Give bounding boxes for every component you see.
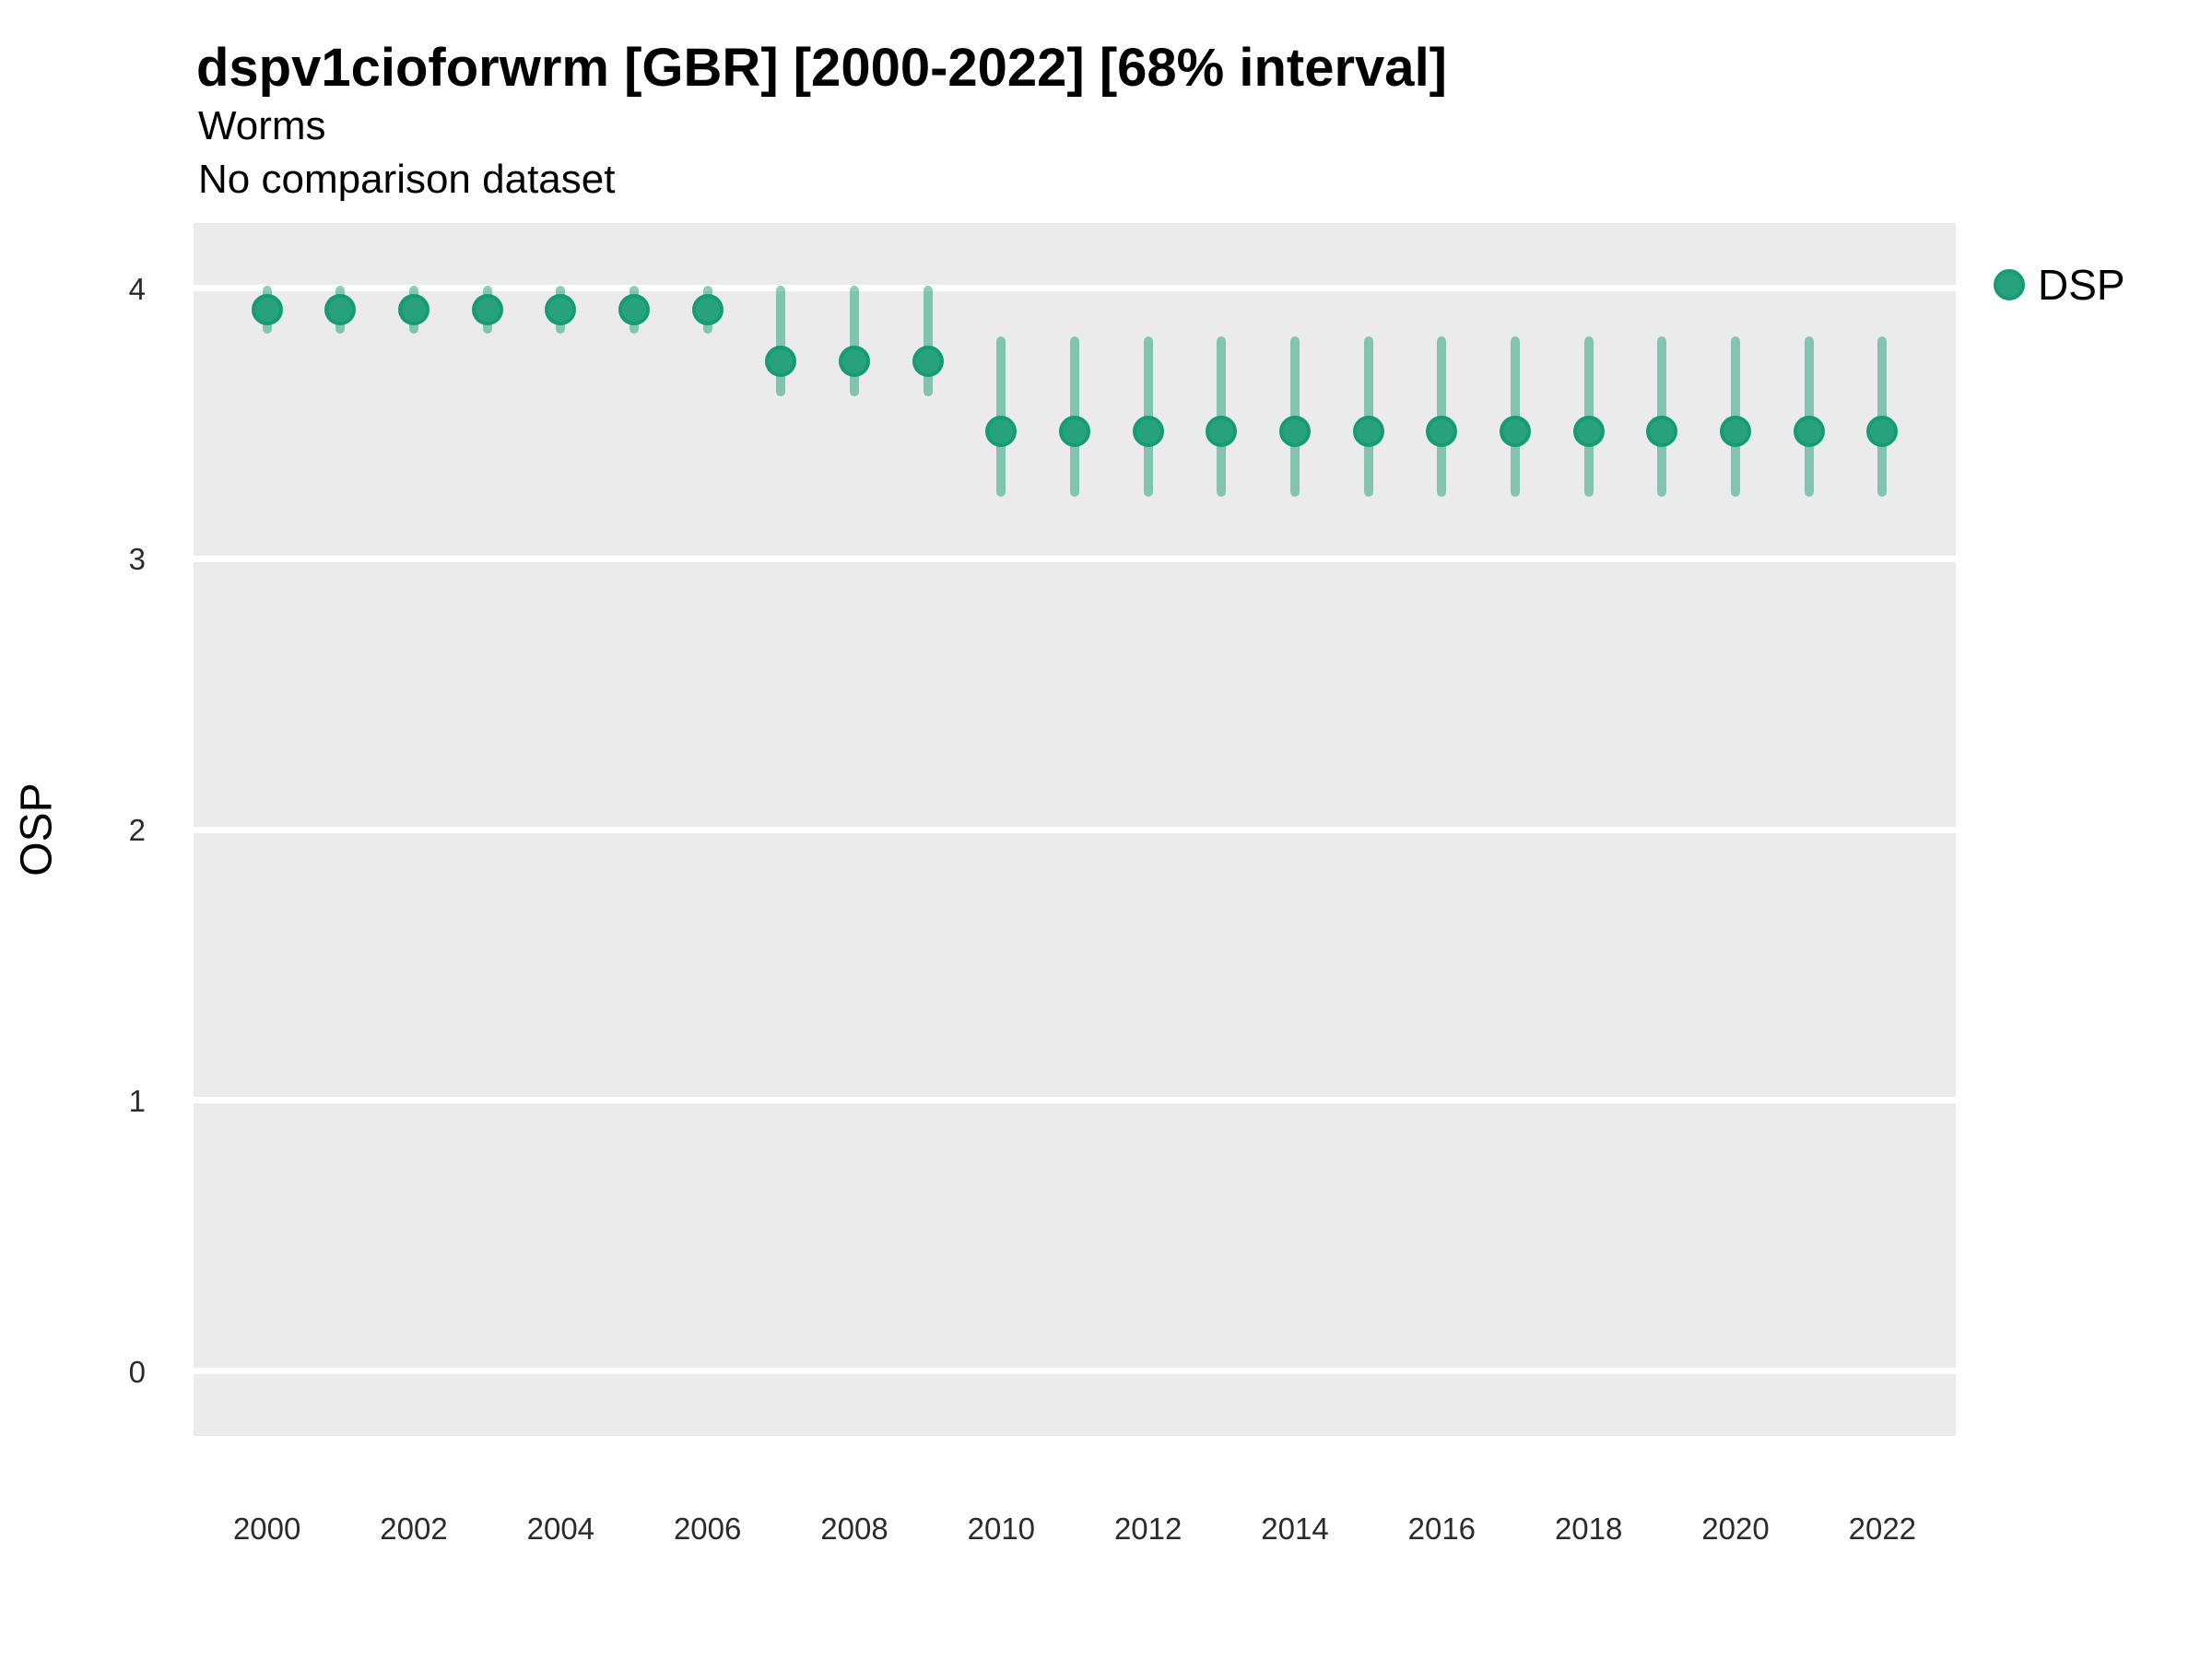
data-point-2022 [1866, 416, 1899, 448]
x-tick-label-2000: 2000 [232, 1512, 301, 1546]
y-tick-label-3: 3 [128, 542, 146, 577]
data-point-2014 [1279, 416, 1311, 448]
x-tick-label-2004: 2004 [526, 1512, 595, 1546]
y-tick-label-4: 4 [128, 271, 146, 306]
data-point-2011 [1059, 416, 1090, 448]
interval-bar-2009 [923, 285, 933, 396]
plot-panel [194, 223, 1956, 1436]
data-point-2018 [1572, 416, 1605, 448]
x-tick-label-2002: 2002 [380, 1512, 448, 1546]
data-point-2001 [324, 294, 357, 325]
gridline-y-2 [194, 826, 1956, 833]
data-point-2005 [618, 294, 650, 325]
gridline-y-1 [194, 1097, 1956, 1104]
x-tick-label-2022: 2022 [1848, 1512, 1917, 1546]
x-tick-label-2008: 2008 [820, 1512, 888, 1546]
data-point-2016 [1426, 416, 1458, 448]
data-point-2004 [545, 294, 577, 325]
legend-point-icon [1994, 269, 2025, 300]
data-point-2017 [1500, 416, 1531, 448]
chart-subtitle-2: No comparison dataset [198, 157, 616, 202]
data-point-2010 [985, 416, 1018, 448]
chart-subtitle: Worms [198, 103, 326, 148]
x-tick-label-2006: 2006 [673, 1512, 742, 1546]
data-point-2020 [1720, 416, 1751, 448]
x-tick-label-2018: 2018 [1554, 1512, 1623, 1546]
gridline-y-0 [194, 1368, 1956, 1374]
chart-title: dspv1cioforwrm [GBR] [2000-2022] [68% in… [196, 38, 1447, 98]
data-point-2015 [1352, 416, 1384, 448]
data-point-2008 [839, 345, 870, 377]
y-axis-title-text: OSP [12, 782, 62, 877]
data-point-2007 [765, 345, 797, 377]
data-point-2012 [1132, 416, 1164, 448]
data-point-2021 [1793, 416, 1825, 448]
x-tick-label-2010: 2010 [967, 1512, 1036, 1546]
data-point-2009 [912, 345, 944, 377]
data-point-2019 [1646, 416, 1678, 448]
y-tick-label-2: 2 [128, 813, 146, 847]
data-point-2003 [471, 294, 503, 325]
y-tick-label-0: 0 [128, 1354, 146, 1389]
x-tick-label-2020: 2020 [1701, 1512, 1770, 1546]
x-tick-label-2016: 2016 [1407, 1512, 1477, 1546]
gridline-y-4 [194, 285, 1956, 291]
legend: DSP [1994, 260, 2125, 310]
data-point-2002 [398, 294, 429, 325]
legend-label: DSP [2038, 261, 2125, 309]
y-tick-label-1: 1 [128, 1083, 146, 1118]
x-tick-label-2012: 2012 [1113, 1512, 1182, 1546]
data-point-2013 [1206, 416, 1238, 448]
interval-bar-2008 [850, 285, 859, 396]
x-tick-label-2014: 2014 [1261, 1512, 1329, 1546]
data-point-2000 [251, 294, 283, 325]
interval-bar-2007 [776, 285, 786, 396]
gridline-y-3 [194, 555, 1956, 562]
data-point-2006 [691, 294, 724, 325]
